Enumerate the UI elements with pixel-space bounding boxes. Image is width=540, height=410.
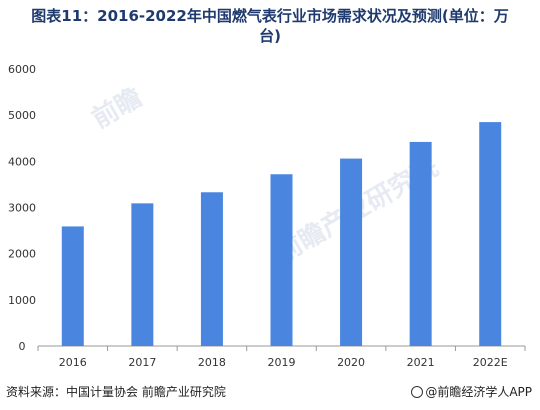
x-tick-label: 2021 (407, 356, 435, 369)
y-tick-label: 0 (19, 340, 26, 353)
y-tick-label: 3000 (8, 202, 36, 215)
y-tick-label: 2000 (8, 248, 36, 261)
y-tick-label: 4000 (8, 155, 36, 168)
chart-title: 图表11：2016-2022年中国燃气表行业市场需求状况及预测(单位：万 台) (0, 6, 540, 46)
bar (409, 141, 432, 346)
x-tick-label: 2017 (128, 356, 156, 369)
brand-label: @前瞻经济学人APP (411, 383, 532, 400)
y-tick-label: 5000 (8, 109, 36, 122)
bar (340, 158, 363, 346)
x-tick-label: 2016 (59, 356, 87, 369)
chart-title-line-1: 图表11：2016-2022年中国燃气表行业市场需求状况及预测(单位：万 (31, 7, 509, 25)
x-tick-label: 2019 (268, 356, 296, 369)
bar (61, 226, 84, 346)
y-tick-label: 1000 (8, 294, 36, 307)
brand-text: @前瞻经济学人APP (425, 385, 532, 399)
x-tick-label: 2018 (198, 356, 226, 369)
bar-chart: 0 1000 2000 3000 4000 5000 6000 2016 2017 2018 201… (8, 63, 526, 369)
bar (479, 122, 502, 346)
source-note: 资料来源：中国计量协会 前瞻产业研究院 (6, 385, 226, 399)
x-tick-label: 2022E (473, 356, 508, 369)
chart-title-line-2: 台) (259, 27, 281, 45)
bar (270, 174, 293, 346)
x-tick-label: 2020 (337, 356, 365, 369)
bar (131, 203, 154, 346)
bar (200, 192, 223, 346)
y-tick-label: 6000 (8, 63, 36, 76)
brand-logo-icon (411, 386, 424, 398)
